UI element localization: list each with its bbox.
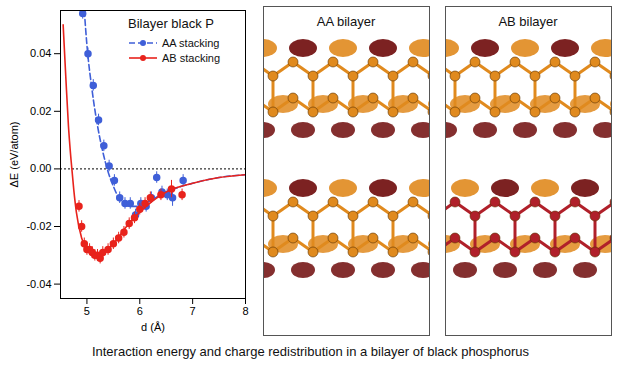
html-text:AA stacking: AA stacking: [162, 36, 220, 49]
svg-text:d (Å): d (Å): [141, 321, 165, 333]
html-text:AB stacking: AB stacking: [162, 51, 221, 64]
svg-text:0.04: 0.04: [30, 47, 51, 59]
svg-text:ΔE (eV/atom): ΔE (eV/atom): [8, 121, 20, 187]
svg-text:8: 8: [242, 305, 248, 317]
html-text:Interaction energy and charge: Interaction energy and charge redistribu…: [91, 344, 530, 359]
svg-text:6: 6: [137, 305, 143, 317]
svg-text:5: 5: [84, 305, 90, 317]
svg-text:0.02: 0.02: [30, 105, 51, 117]
svg-text:-0.02: -0.02: [26, 220, 51, 232]
svg-text:7: 7: [190, 305, 196, 317]
svg-text:AA bilayer: AA bilayer: [317, 14, 376, 29]
svg-text:0.00: 0.00: [30, 162, 51, 174]
svg-text:-0.04: -0.04: [26, 278, 51, 290]
html-text:Bilayer black P: Bilayer black P: [128, 16, 214, 31]
svg-text:AB bilayer: AB bilayer: [498, 14, 558, 29]
